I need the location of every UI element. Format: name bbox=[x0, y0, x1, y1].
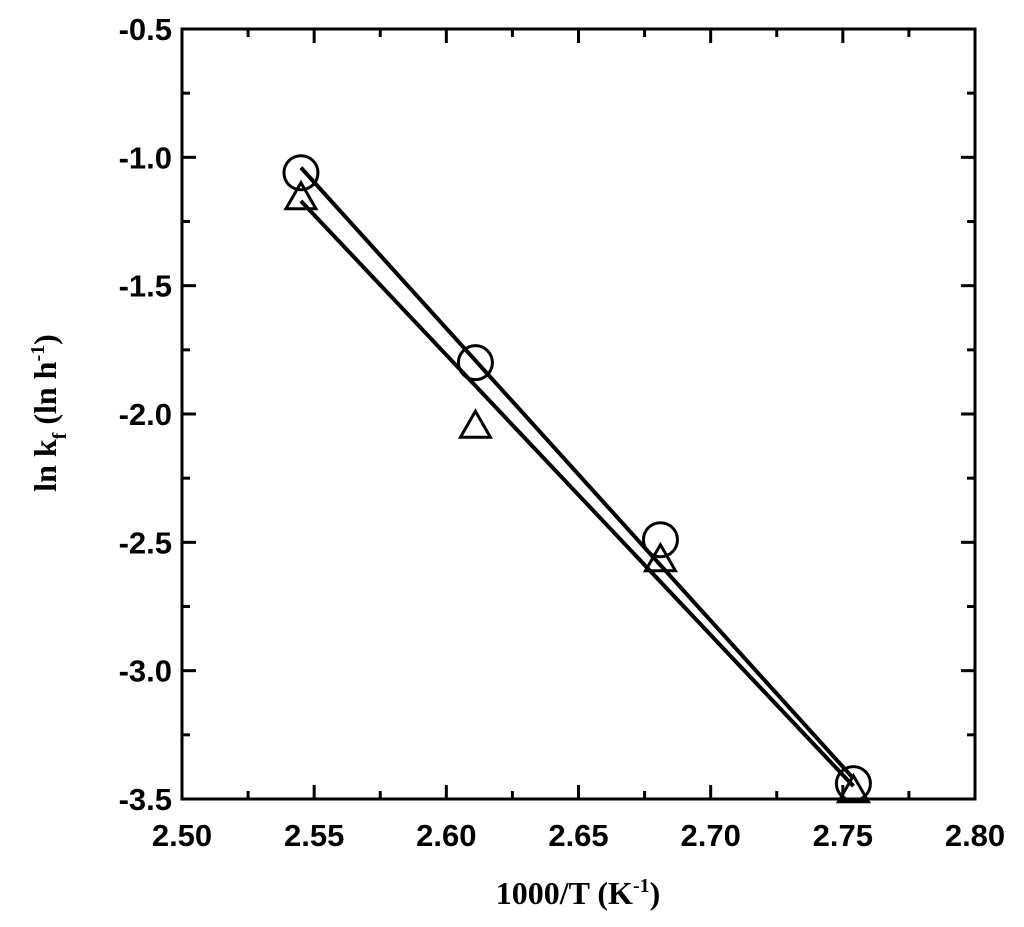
x-tick-label: 2.75 bbox=[813, 818, 873, 853]
data-point-circle bbox=[456, 344, 494, 382]
x-tick-label: 2.55 bbox=[284, 818, 344, 853]
x-axis-title-close: ) bbox=[650, 875, 661, 911]
y-tick-label: -2.5 bbox=[119, 525, 172, 560]
y-axis-title: ln kf (ln h-1) bbox=[27, 334, 71, 492]
plot-frame bbox=[180, 27, 977, 801]
fit-lines bbox=[299, 166, 855, 788]
y-tick-label: -0.5 bbox=[119, 12, 172, 47]
y-axis-title-mid: (ln h bbox=[27, 361, 63, 432]
fit-line-circle bbox=[299, 166, 855, 780]
x-axis-title: 1000/T (K-1) bbox=[496, 875, 661, 911]
y-axis-title-sup: -1 bbox=[27, 345, 49, 362]
data-point-triangle bbox=[835, 772, 872, 804]
y-tick-label: -2.0 bbox=[119, 397, 172, 432]
axis-ticks bbox=[180, 27, 977, 801]
y-axis-title-pre: ln k bbox=[27, 439, 63, 492]
data-point-triangle bbox=[457, 408, 494, 439]
y-tick-label: -3.5 bbox=[119, 782, 172, 817]
x-tick-label: 2.50 bbox=[152, 818, 212, 853]
y-axis-title-sub: f bbox=[49, 432, 71, 439]
x-tick-label: 2.60 bbox=[416, 818, 476, 853]
x-axis-title-main: 1000/T (K bbox=[496, 875, 633, 911]
data-markers bbox=[282, 154, 872, 804]
data-point-triangle bbox=[283, 179, 319, 211]
data-point-triangle bbox=[642, 541, 679, 573]
y-tick-label: -3.0 bbox=[119, 654, 172, 689]
tick-labels: 2.50 2.55 2.60 2.65 2.70 2.75 2.80 -0.5 -1.0 -1.5… bbox=[119, 12, 1006, 853]
y-axis-title-close: ) bbox=[27, 334, 63, 345]
data-point-circle bbox=[641, 521, 679, 559]
x-tick-label: 2.65 bbox=[548, 818, 608, 853]
y-tick-label: -1.0 bbox=[119, 140, 172, 175]
x-axis-title-sup: -1 bbox=[633, 875, 650, 897]
x-tick-label: 2.70 bbox=[680, 818, 740, 853]
data-point-circle bbox=[282, 154, 320, 192]
fit-line-triangle bbox=[299, 199, 855, 788]
y-tick-label: -1.5 bbox=[119, 269, 172, 304]
x-tick-label: 2.80 bbox=[945, 818, 1005, 853]
